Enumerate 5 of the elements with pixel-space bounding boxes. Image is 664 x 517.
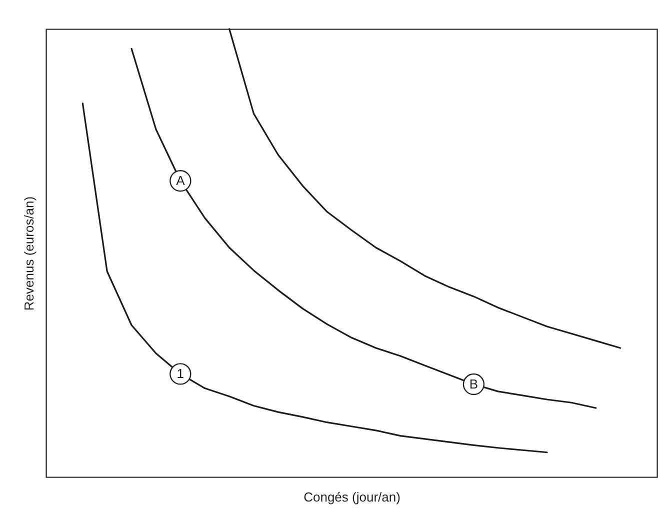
annotation: B: [469, 376, 478, 392]
y-axis-title: Revenus (euros/an): [22, 196, 36, 311]
x-axis-title: Congés (jour/an): [304, 490, 400, 504]
annotation: A: [176, 172, 186, 188]
annotation: 1: [176, 366, 184, 381]
